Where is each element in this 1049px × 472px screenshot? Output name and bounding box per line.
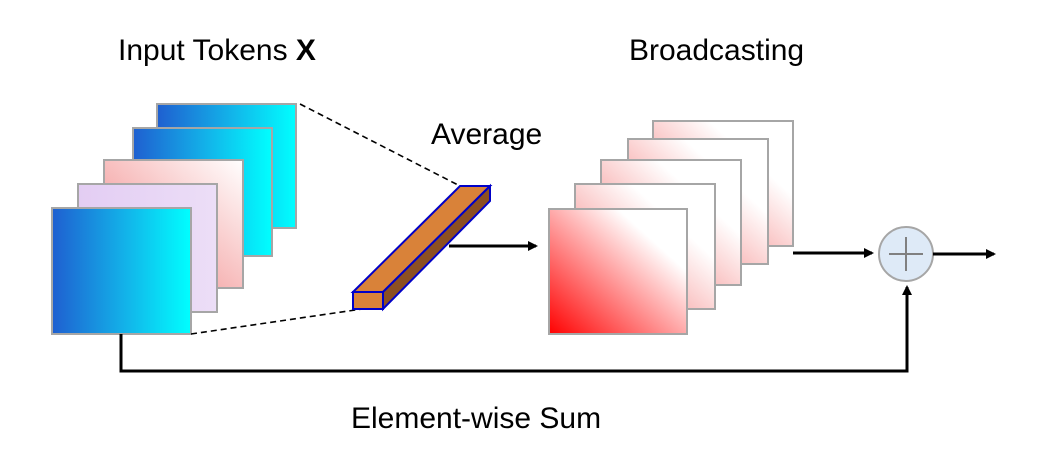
broadcast-card-front: [548, 208, 688, 335]
input-token-stack: [51, 103, 297, 335]
element-wise-sum-label: Element-wise Sum: [351, 402, 602, 435]
skip-connection-line: [119, 285, 912, 373]
input-symbol: X: [295, 34, 316, 67]
average-bar: [350, 183, 493, 312]
input-tokens-text: Input Tokens: [118, 34, 288, 67]
broadcasting-label: Broadcasting: [629, 34, 805, 67]
average-bar-front: [352, 291, 384, 310]
input-token-card-front: [51, 207, 192, 335]
average-label: Average: [431, 118, 543, 151]
input-tokens-label: Input Tokens X: [118, 34, 316, 68]
broadcast-stack: [548, 120, 794, 335]
average-bar-top: [350, 185, 493, 293]
circled-plus-icon: [878, 226, 934, 282]
projection-line-bottom: [190, 308, 363, 335]
